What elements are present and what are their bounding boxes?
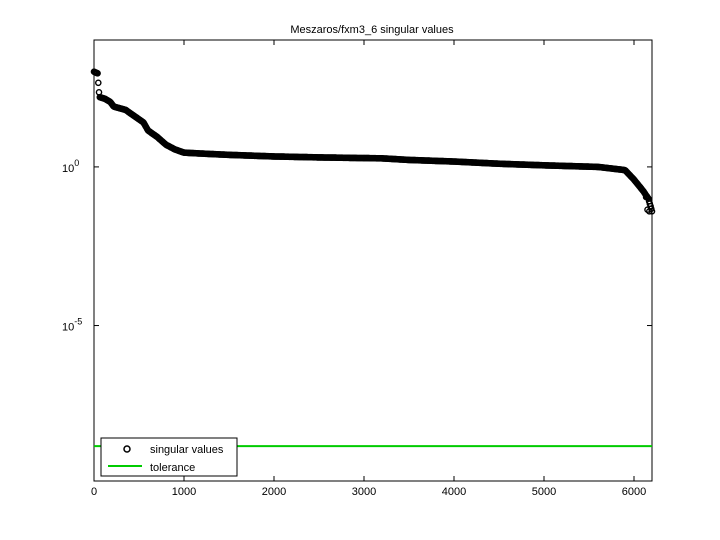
data-point (646, 207, 653, 215)
legend: singular values tolerance (100, 437, 238, 477)
y-axis: 100 10-5 (62, 158, 652, 334)
y-tick-label: 10-5 (62, 317, 82, 334)
data-point (642, 193, 650, 201)
x-tick-label: 4000 (442, 486, 466, 498)
x-tick-label: 0 (91, 486, 97, 498)
plot-frame (93, 39, 653, 482)
legend-box (100, 437, 238, 477)
y-tick-label: 100 (62, 158, 79, 175)
legend-marker-singular-values (123, 445, 131, 453)
data-point (95, 79, 102, 87)
series-singular-values (90, 68, 656, 215)
chart-title: Meszaros/fxm3_6 singular values (290, 24, 454, 36)
x-tick-label: 1000 (172, 486, 196, 498)
plot-area (93, 39, 653, 482)
x-tick-label: 6000 (622, 486, 646, 498)
x-tick-label: 2000 (262, 486, 286, 498)
x-tick-label: 3000 (352, 486, 376, 498)
legend-label-singular-values: singular values (150, 444, 224, 456)
legend-label-tolerance: tolerance (150, 462, 195, 474)
x-tick-label: 5000 (532, 486, 556, 498)
x-axis: 0 1000 2000 3000 4000 5000 6000 (91, 40, 646, 498)
data-point (94, 70, 101, 77)
